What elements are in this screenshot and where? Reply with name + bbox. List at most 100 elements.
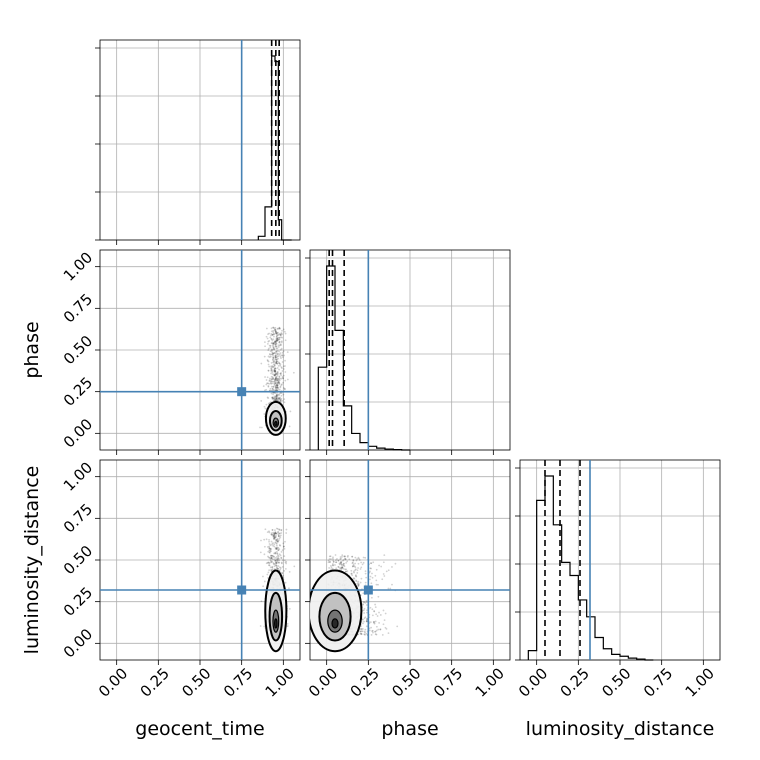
scatter-point [278,378,281,381]
x-tick-label: 0.75 [640,664,676,700]
scatter-point [277,378,280,381]
scatter-point [270,368,273,371]
scatter-point [271,566,274,569]
scatter-point [282,368,285,370]
scatter-point [275,548,278,550]
scatter-point [273,532,276,535]
scatter-point [276,334,279,337]
scatter-point [277,530,280,533]
scatter-point [280,372,282,374]
scatter-point [384,626,387,629]
scatter-point [270,361,273,364]
scatter-point [275,561,278,564]
scatter-point [265,327,268,330]
scatter-point [274,532,277,535]
scatter-point [273,532,275,535]
scatter-point [274,354,277,357]
scatter-point [264,528,267,531]
scatter-point [359,630,362,633]
scatter-point [276,559,278,562]
scatter-point [270,554,273,557]
scatter-point [396,625,399,628]
scatter-point [282,545,285,548]
scatter-point [293,565,296,568]
scatter-point [270,548,272,550]
scatter-point [371,629,374,632]
scatter-point [274,328,277,331]
scatter-point [276,337,279,340]
scatter-point [273,399,276,402]
scatter-point [276,339,279,342]
scatter-point [278,340,281,343]
scatter-point [276,395,279,398]
scatter-point [273,531,276,534]
scatter-point [271,396,274,399]
scatter-point [360,627,363,630]
scatter-point [271,380,274,383]
scatter-point [273,364,276,366]
scatter-point [360,561,363,564]
scatter-point [277,540,280,543]
scatter-point [266,359,269,362]
scatter-point [342,567,345,570]
x-tick-label: 0.50 [178,664,214,700]
scatter-point [270,337,273,340]
scatter-point [268,561,270,564]
scatter-point [383,619,386,622]
scatter-point [357,556,360,559]
scatter-point [356,569,359,572]
scatter-point [274,386,277,388]
scatter-point [373,622,376,625]
scatter-point [275,542,278,545]
scatter-point [268,401,271,404]
scatter-point [281,333,283,336]
scatter-point [274,339,277,342]
scatter-point [267,550,270,553]
scatter-point [277,531,279,534]
scatter-point [267,333,269,336]
scatter-point [268,379,271,382]
scatter-point [271,558,274,561]
scatter-point [270,560,273,563]
scatter-point [276,389,279,392]
scatter-point [278,381,281,384]
scatter-point [275,362,278,365]
scatter-point [267,369,270,372]
scatter-point [271,351,274,354]
scatter-point [274,326,277,329]
scatter-point [284,561,287,564]
scatter-point [327,561,330,564]
scatter-point [278,559,281,562]
scatter-point [275,558,278,561]
scatter-point [332,564,335,567]
scatter-point [276,566,278,569]
scatter-point [351,555,354,558]
scatter-point [343,555,346,558]
scatter-point [375,583,378,586]
scatter-point [280,556,283,559]
scatter-point [275,562,277,565]
scatter-point [277,557,280,560]
scatter-point [341,554,344,557]
scatter-point [353,565,356,568]
scatter-point [375,629,378,632]
scatter-point [274,379,276,382]
scatter-point [276,561,279,564]
scatter-point [273,361,276,364]
scatter-point [272,386,275,388]
scatter-point [277,549,280,552]
scatter-point [277,556,280,559]
scatter-point [345,570,347,573]
scatter-point [340,567,343,570]
truth-marker [237,585,247,595]
scatter-point [271,334,274,336]
scatter-point [363,617,366,620]
scatter-point [360,630,363,633]
scatter-point [271,369,274,372]
scatter-point [269,559,272,562]
scatter-point [271,377,274,380]
scatter-point [278,394,280,397]
scatter-point [275,397,278,400]
scatter-point [275,342,277,345]
scatter-point [272,535,275,538]
